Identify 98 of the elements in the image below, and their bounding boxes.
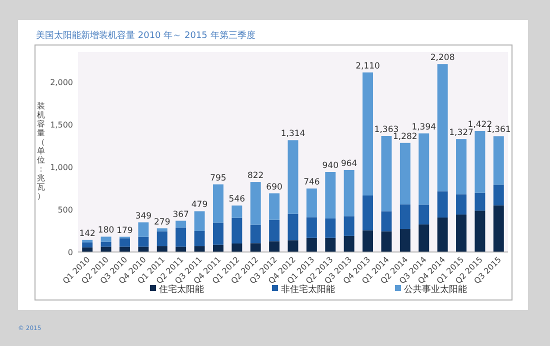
total-label: 179 xyxy=(116,226,133,236)
bar xyxy=(212,222,224,245)
bar xyxy=(437,218,448,252)
bar xyxy=(400,204,410,230)
bar xyxy=(493,184,504,206)
bar xyxy=(400,142,410,204)
total-label: 795 xyxy=(210,173,226,184)
bar xyxy=(474,210,486,252)
bar xyxy=(418,224,430,252)
bar xyxy=(362,72,374,196)
bar xyxy=(288,240,298,252)
bar xyxy=(100,246,112,252)
bar xyxy=(269,193,280,220)
total-label: 2,110 xyxy=(356,61,380,72)
bar xyxy=(250,243,261,252)
bar xyxy=(138,222,149,237)
bar xyxy=(400,229,410,252)
bar xyxy=(344,236,354,252)
bar xyxy=(250,224,261,244)
total-label: 279 xyxy=(154,217,170,228)
bar xyxy=(437,191,448,218)
bar xyxy=(306,188,317,218)
bar xyxy=(474,130,486,193)
total-label: 822 xyxy=(247,171,264,182)
total-label: 546 xyxy=(228,194,246,205)
total-label: 142 xyxy=(79,228,96,239)
bar xyxy=(325,238,336,252)
bar xyxy=(474,192,486,211)
total-label: 1,361 xyxy=(486,125,511,136)
total-label: 1,314 xyxy=(280,129,306,140)
bar xyxy=(325,172,336,218)
bar xyxy=(194,211,205,231)
bar xyxy=(381,231,392,252)
bar xyxy=(344,170,354,216)
bar xyxy=(212,244,224,252)
bar xyxy=(232,218,242,244)
bar xyxy=(362,230,374,252)
bar xyxy=(344,216,354,236)
bar xyxy=(194,246,205,252)
y-tick-label: 1,000 xyxy=(50,162,73,172)
total-label: 1,327 xyxy=(449,128,474,138)
bar xyxy=(306,238,317,252)
bar xyxy=(100,242,112,247)
bar xyxy=(437,64,448,192)
bar xyxy=(288,140,298,214)
bar xyxy=(156,246,168,252)
total-label: 1,282 xyxy=(393,132,418,142)
bar xyxy=(120,238,130,247)
bar xyxy=(82,240,93,242)
bar xyxy=(138,246,149,252)
total-label: 479 xyxy=(191,200,208,210)
y-tick-label: 1,500 xyxy=(50,120,73,130)
legend-label: 公共事业太阳能 xyxy=(404,284,467,295)
bar xyxy=(269,241,280,252)
bar xyxy=(232,243,242,252)
bar xyxy=(381,211,392,232)
bar xyxy=(82,242,93,248)
bar xyxy=(306,217,317,238)
bar xyxy=(269,220,280,242)
bar xyxy=(194,230,205,246)
chart-title: 美国太阳能新增装机容量 2010 年～ 2015 年第三季度 xyxy=(36,30,256,41)
bar xyxy=(493,136,504,185)
total-label: 940 xyxy=(322,161,339,171)
total-label: 1,394 xyxy=(412,122,436,132)
bar xyxy=(156,228,168,232)
legend-label: 非住宅太阳能 xyxy=(281,284,335,295)
total-label: 964 xyxy=(340,158,358,169)
y-tick-label: 2,000 xyxy=(50,78,73,87)
bar xyxy=(456,194,466,215)
bar xyxy=(176,228,186,247)
total-label: 2,208 xyxy=(430,53,455,64)
bar xyxy=(138,236,149,247)
bar xyxy=(176,220,186,228)
total-label: 690 xyxy=(266,182,282,192)
bar xyxy=(288,214,298,240)
bar xyxy=(156,231,168,246)
bar xyxy=(232,206,242,218)
bar xyxy=(456,214,466,252)
y-tick-label: 500 xyxy=(58,205,73,214)
total-label: 180 xyxy=(98,226,114,236)
y-tick-label: 0 xyxy=(68,248,73,257)
bar xyxy=(418,204,430,224)
total-label: 367 xyxy=(172,210,189,220)
bar xyxy=(456,139,466,194)
bar xyxy=(250,182,261,225)
bar xyxy=(120,246,130,252)
bar xyxy=(100,236,112,242)
text: 装机容量（单位：兆瓦） xyxy=(37,102,45,200)
bar xyxy=(212,184,224,223)
total-label: 349 xyxy=(135,211,152,222)
bar xyxy=(493,205,504,252)
bar xyxy=(381,136,392,212)
bar xyxy=(176,246,186,252)
total-label: 746 xyxy=(304,178,320,188)
bar xyxy=(362,195,374,230)
legend-label: 住宅太阳能 xyxy=(159,284,204,295)
bar xyxy=(418,133,430,205)
bar xyxy=(325,218,336,238)
